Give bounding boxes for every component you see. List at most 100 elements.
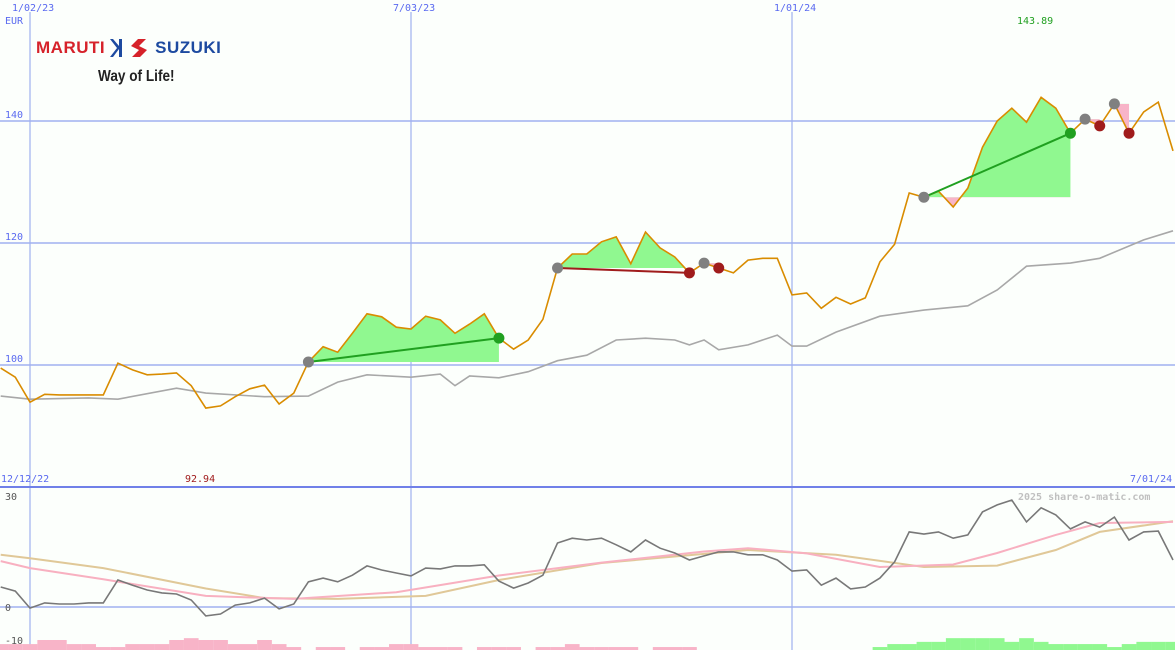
histogram-bar (330, 647, 346, 650)
trade-exit-marker (1064, 127, 1076, 139)
trade-entry-marker (302, 356, 314, 368)
histogram-bar (623, 647, 639, 650)
histogram-bar (682, 647, 697, 650)
histogram-bar (916, 641, 932, 650)
histogram-bar (95, 647, 111, 650)
fast-moving-average-line (0, 520, 1174, 600)
histogram-bar (476, 647, 492, 650)
histogram-bar (1165, 641, 1175, 650)
trade-exit-marker (683, 267, 695, 279)
histogram-bar (506, 647, 521, 650)
min-price-label: 92.94 (185, 474, 215, 485)
histogram-bar (1136, 641, 1152, 650)
company-logo: MARUTI SUZUKI Way of Life! (36, 36, 236, 96)
trade-entry-marker (1108, 98, 1120, 110)
histogram-bar (1077, 644, 1093, 650)
histogram-bar (1092, 644, 1108, 650)
benchmark-line (0, 230, 1174, 401)
histogram-bar (227, 644, 243, 650)
histogram-bar (564, 644, 580, 650)
x-tick-label: 1/01/24 (774, 3, 816, 14)
currency-label: EUR (5, 16, 24, 27)
histogram-bar (403, 644, 419, 650)
histogram-bar (183, 638, 199, 650)
histogram-bar (389, 644, 404, 650)
trade-gain-area (923, 97, 1071, 198)
price-line (0, 96, 1174, 409)
histogram-bar (945, 638, 961, 650)
histogram-bar (52, 640, 67, 650)
histogram-bar (257, 640, 272, 650)
histogram-bar (1004, 641, 1020, 650)
y-tick-label: 140 (5, 110, 23, 121)
trade-loss-area (923, 197, 1071, 208)
trade-exit-marker (493, 332, 505, 344)
histogram-bar (0, 644, 9, 650)
logo-text-suzuki: SUZUKI (155, 38, 222, 57)
histogram-bar (1107, 647, 1122, 650)
histogram-bar (989, 638, 1005, 650)
trade-exit-marker (1094, 120, 1106, 132)
trade-entry-marker (1079, 113, 1091, 125)
histogram-bar (667, 647, 683, 650)
histogram-bar (110, 647, 126, 650)
histogram-bar (169, 640, 184, 650)
trade-line (308, 337, 500, 363)
histogram-bar (242, 644, 258, 650)
histogram-bar (579, 647, 595, 650)
histogram-bar (81, 644, 97, 650)
histogram-bar (887, 644, 902, 650)
histogram-bar (491, 647, 507, 650)
x-tick-label: 7/03/23 (393, 3, 435, 14)
histogram-bar (154, 644, 170, 650)
histogram-bar (594, 647, 609, 650)
momentum-line (0, 499, 1174, 617)
y-tick-label: 100 (5, 354, 23, 365)
indicator-y-tick: 30 (5, 492, 17, 503)
histogram-bar (213, 640, 228, 650)
suzuki-logo-icon (110, 39, 148, 57)
histogram-bar (1063, 644, 1078, 650)
histogram-bar (447, 647, 463, 650)
histogram-bar (433, 647, 448, 650)
histogram-bar (125, 644, 140, 650)
histogram-bar (359, 647, 375, 650)
x-tick-label: 1/02/23 (12, 3, 54, 14)
trade-line (923, 132, 1071, 199)
histogram-bar (1121, 644, 1137, 650)
histogram-bar (535, 647, 551, 650)
histogram-bar (901, 644, 917, 650)
trade-line (557, 267, 690, 274)
trade-entry-marker (918, 191, 930, 203)
indicator-y-tick: 0 (5, 603, 11, 614)
histogram-bar (315, 647, 331, 650)
trade-gain-area (308, 313, 499, 362)
histogram-bar (271, 644, 287, 650)
histogram-bar (139, 644, 155, 650)
logo-tagline: Way of Life! (98, 68, 175, 85)
end-date-label: 7/01/24 (1130, 474, 1172, 485)
histogram-bar (418, 647, 434, 650)
histogram-bar (975, 638, 990, 650)
indicator-y-tick: -10 (5, 636, 23, 647)
histogram-bar (22, 644, 38, 650)
watermark: 2025 share-o-matic.com (1018, 491, 1150, 503)
histogram-bar (1151, 641, 1166, 650)
logo-text-maruti: MARUTI (36, 38, 106, 57)
start-date-label: 12/12/22 (1, 474, 49, 485)
histogram-bar (1048, 644, 1064, 650)
histogram-bar (652, 647, 668, 650)
histogram-bar (37, 640, 53, 650)
histogram-bar (374, 647, 390, 650)
trade-gain-area (557, 232, 690, 269)
histogram-bar (1033, 641, 1049, 650)
trade-exit-marker (1123, 127, 1135, 139)
histogram-bar (608, 647, 624, 650)
histogram-bar (286, 647, 302, 650)
max-price-label: 143.89 (1017, 16, 1053, 27)
slow-moving-average-line (0, 520, 1174, 600)
histogram-bar (960, 638, 976, 650)
histogram-bar (550, 647, 565, 650)
histogram-bar (8, 644, 23, 650)
